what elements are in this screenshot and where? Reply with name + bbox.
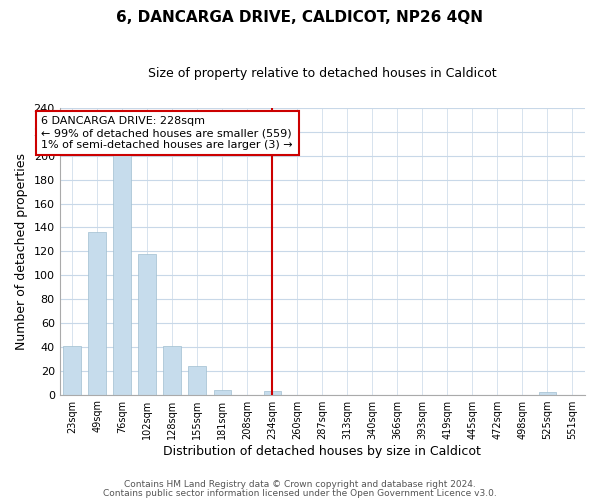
Bar <box>214 390 231 394</box>
Bar <box>88 232 106 394</box>
Bar <box>64 346 81 395</box>
Bar <box>113 154 131 394</box>
Text: 6 DANCARGA DRIVE: 228sqm
← 99% of detached houses are smaller (559)
1% of semi-d: 6 DANCARGA DRIVE: 228sqm ← 99% of detach… <box>41 116 293 150</box>
Text: Contains HM Land Registry data © Crown copyright and database right 2024.: Contains HM Land Registry data © Crown c… <box>124 480 476 489</box>
Bar <box>188 366 206 394</box>
X-axis label: Distribution of detached houses by size in Caldicot: Distribution of detached houses by size … <box>163 444 481 458</box>
Bar <box>263 391 281 394</box>
Bar <box>163 346 181 395</box>
Text: Contains public sector information licensed under the Open Government Licence v3: Contains public sector information licen… <box>103 489 497 498</box>
Bar <box>139 254 156 394</box>
Title: Size of property relative to detached houses in Caldicot: Size of property relative to detached ho… <box>148 68 497 80</box>
Bar <box>539 392 556 394</box>
Y-axis label: Number of detached properties: Number of detached properties <box>15 153 28 350</box>
Text: 6, DANCARGA DRIVE, CALDICOT, NP26 4QN: 6, DANCARGA DRIVE, CALDICOT, NP26 4QN <box>116 10 484 25</box>
